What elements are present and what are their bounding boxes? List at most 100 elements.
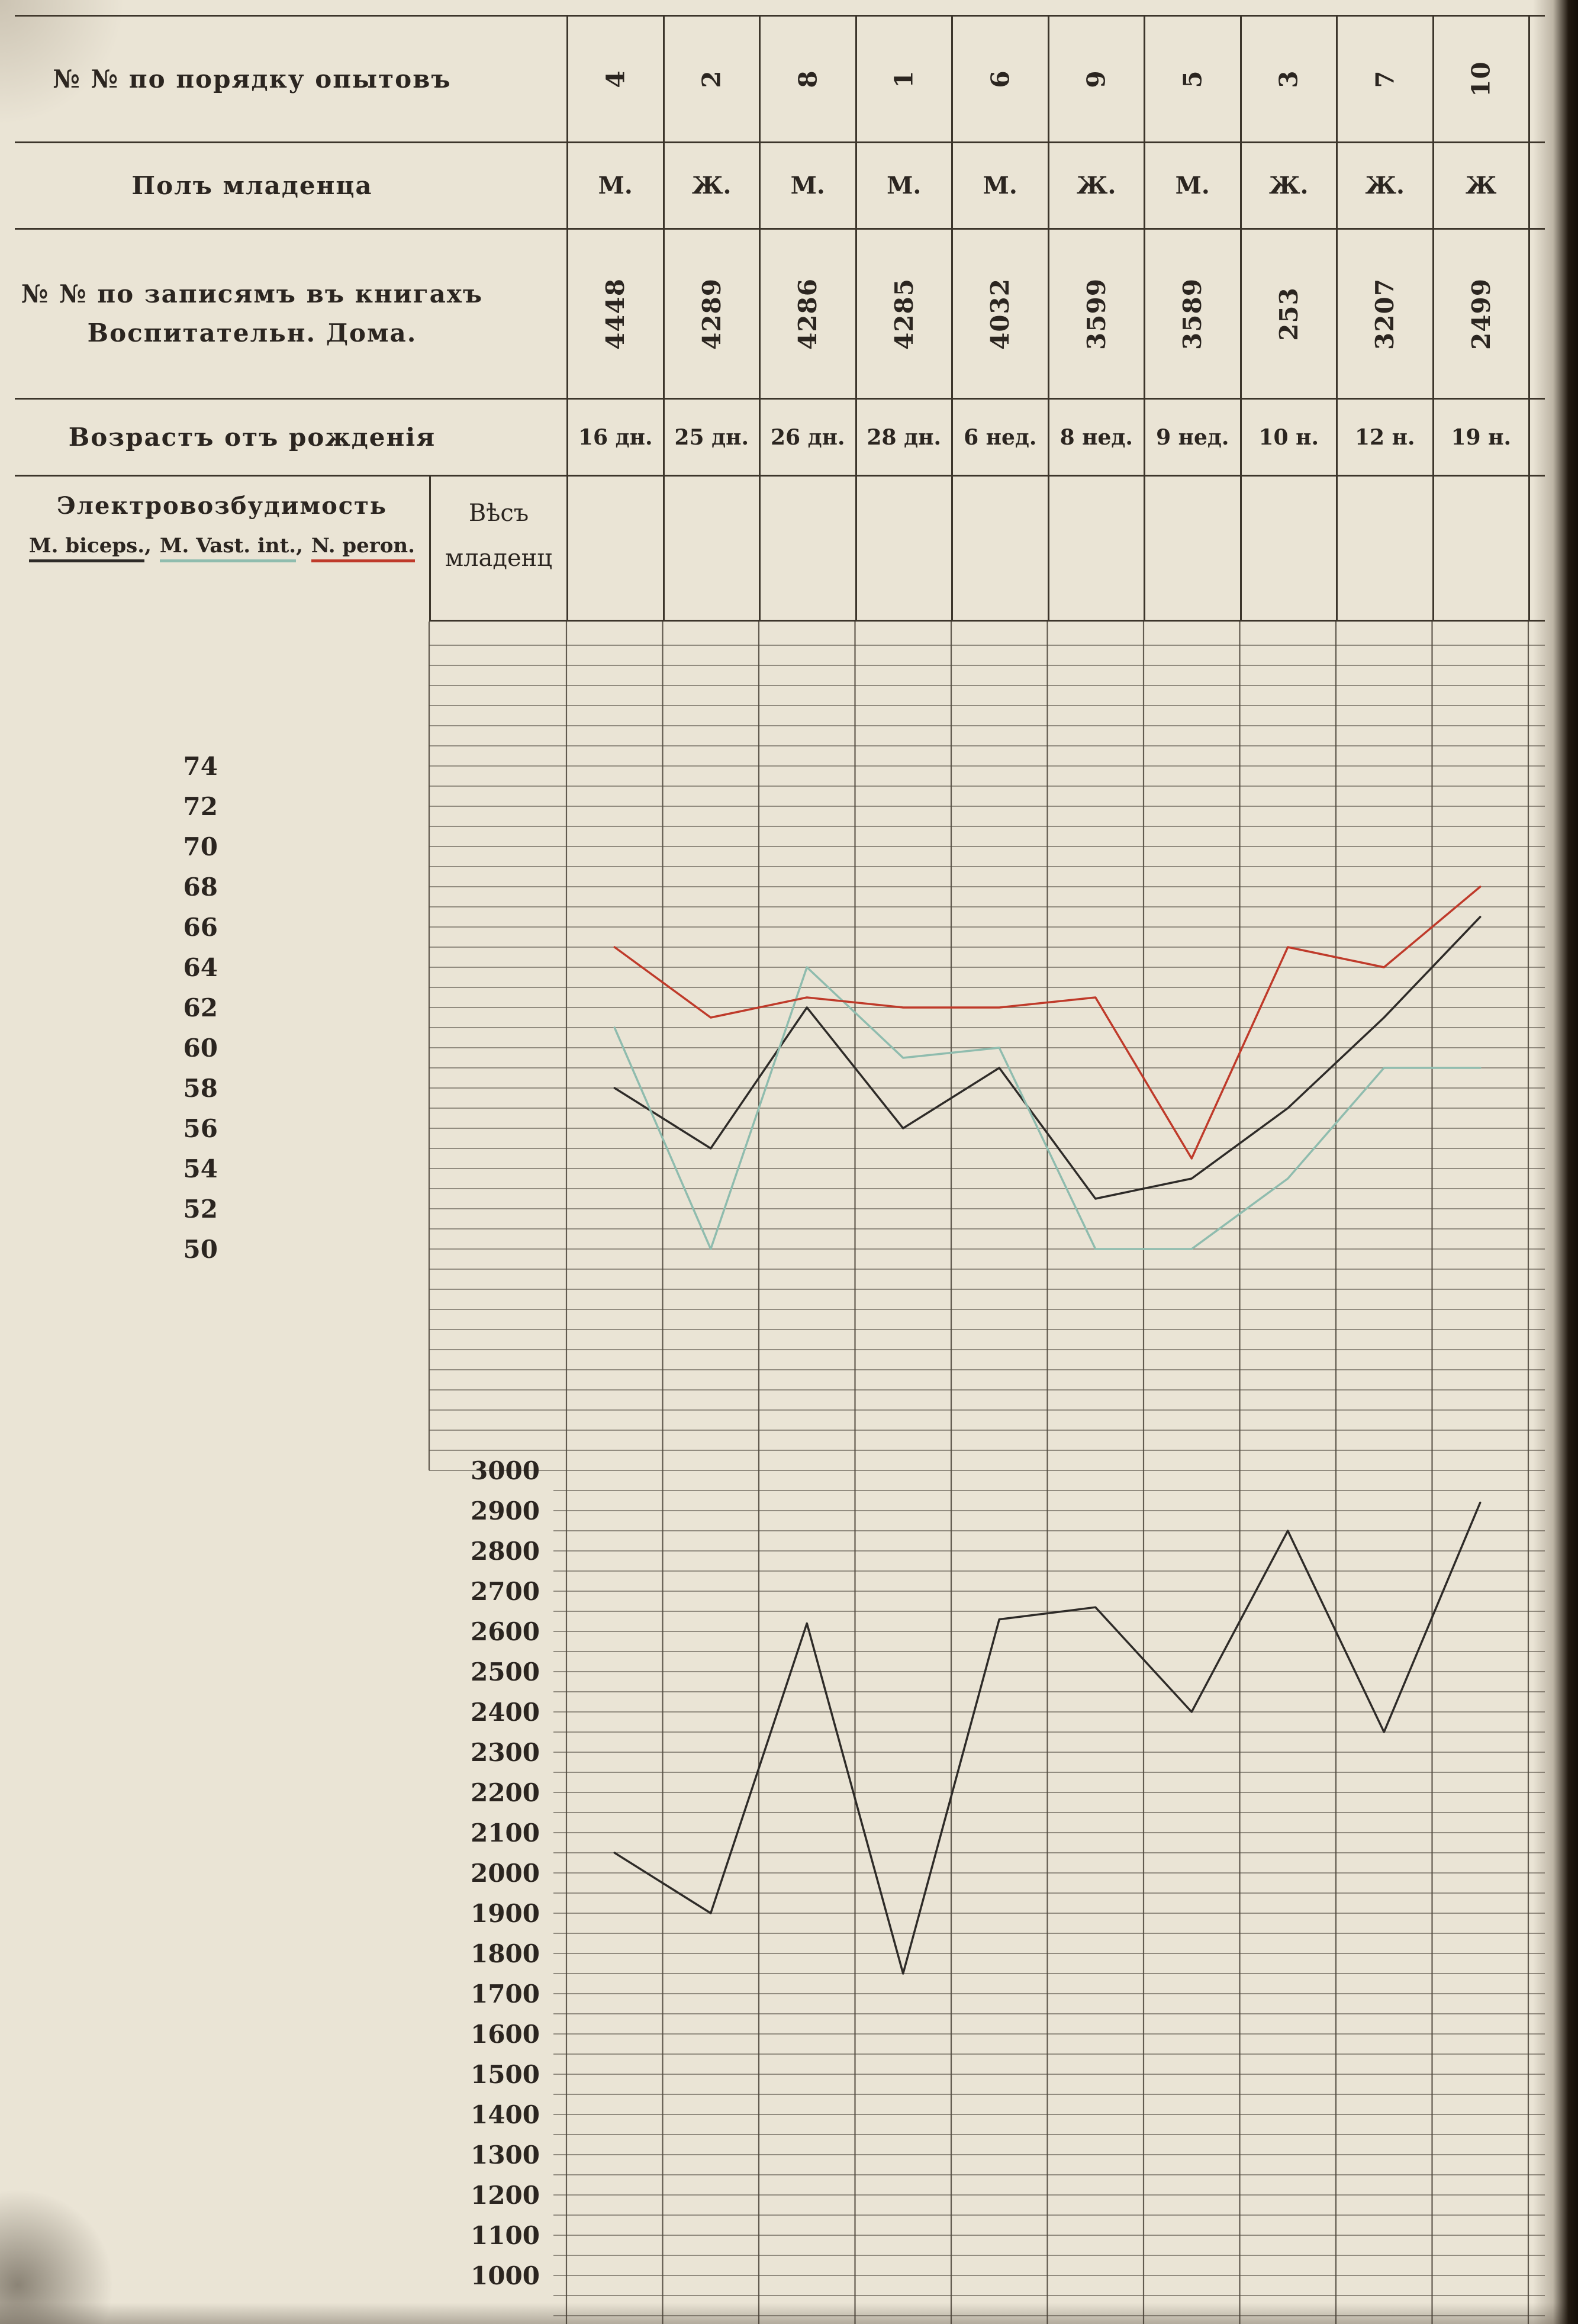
table-row-legend: Электровозбудимость M. biceps., M. Vast.… (15, 477, 1545, 622)
legend-cell: Электровозбудимость M. biceps., M. Vast.… (15, 477, 429, 622)
axis-tick-label: 72 (183, 792, 218, 821)
axis-tick-label: 2300 (471, 1738, 540, 1767)
axis-tick-label: 66 (183, 913, 218, 942)
table-cell: 10 (1432, 17, 1529, 141)
axis-tick-label: 68 (183, 873, 218, 902)
table-row-sex: Полъ младенца М. Ж. М. М. М. Ж. М. Ж. Ж. Ж (15, 143, 1545, 230)
axis-tick-label: 54 (183, 1154, 218, 1183)
table-margin-cell (1528, 400, 1545, 475)
axis-tick-label: 58 (183, 1074, 218, 1103)
axis-tick-label: 2100 (471, 1818, 540, 1847)
axis-tick-label: 74 (183, 752, 218, 781)
axis-tick-label: 2200 (471, 1778, 540, 1807)
weight-header-line1: Вѣсъ (468, 500, 529, 527)
table-margin-cell (1528, 17, 1545, 141)
table-cell: 26 дн. (759, 400, 855, 475)
row-label-sex: Полъ младенца (131, 171, 373, 200)
table-cell: 8 (759, 17, 855, 141)
axis-tick-label: 60 (183, 1034, 218, 1063)
axis-tick-label: 2800 (471, 1537, 540, 1566)
axis-tick-label: 56 (183, 1114, 218, 1143)
table-cell: 25 дн. (662, 400, 759, 475)
table-cell: Ж (1432, 143, 1529, 228)
axis-tick-label: 1900 (471, 1899, 540, 1928)
data-table: № № по порядку опытовъ 4 2 8 1 6 9 5 3 7 10 Полъ … (15, 15, 1545, 622)
table-cell: 4285 (855, 230, 952, 398)
table-cell: М. (566, 143, 663, 228)
legend-items: M. biceps., M. Vast. int., N. peron. (29, 534, 415, 562)
table-cell: Ж. (1336, 143, 1432, 228)
table-cell: 12 н. (1336, 400, 1432, 475)
axis-tick-label: 1700 (471, 1979, 540, 2008)
table-cell: 9 (1047, 17, 1144, 141)
legend-title: Электровозбудимость (56, 492, 388, 520)
table-cell: 4032 (951, 230, 1048, 398)
table-cell: 4 (566, 17, 663, 141)
axis-tick-label: 1200 (471, 2181, 540, 2210)
legend-separator: , (144, 534, 160, 558)
table-cell: Ж. (1239, 143, 1337, 228)
axis-tick-label: 1500 (471, 2060, 540, 2089)
axis-tick-label: 1300 (471, 2140, 540, 2170)
table-cell (662, 477, 759, 622)
table-cell: 2499 (1432, 230, 1529, 398)
axis-tick-label: 2600 (471, 1617, 540, 1646)
axis-tick-label: 70 (183, 832, 218, 861)
table-cell (759, 477, 855, 622)
table-cell: 4286 (759, 230, 855, 398)
table-cell: 4289 (662, 230, 759, 398)
weight-header-cell: Вѣсъ младенц (429, 477, 566, 622)
axis-tick-label: 50 (183, 1235, 218, 1264)
axis-tick-label: 1100 (471, 2221, 540, 2250)
axis-tick-label: 2500 (471, 1657, 540, 1686)
table-cell: Ж. (662, 143, 759, 228)
row-label-record-number: № № по записямъ въ книгахъ Воспитательн.… (15, 230, 566, 398)
table-cell: Ж. (1047, 143, 1144, 228)
table-cell: 253 (1239, 230, 1337, 398)
legend-item: N. peron. (311, 534, 415, 562)
table-cell: 3 (1239, 17, 1337, 141)
row-label-experiment-order: № № по порядку опытовъ (53, 65, 452, 94)
table-cell: 6 (951, 17, 1048, 141)
table-cell: 7 (1336, 17, 1432, 141)
table-cell: 19 н. (1432, 400, 1529, 475)
axis-tick-label: 2700 (471, 1577, 540, 1606)
table-margin-cell (1528, 143, 1545, 228)
table-row-record-number: № № по записямъ въ книгахъ Воспитательн.… (15, 230, 1545, 400)
table-cell: М. (759, 143, 855, 228)
table-cell: 2 (662, 17, 759, 141)
table-cell (1432, 477, 1528, 622)
axis-tick-label: 52 (183, 1195, 218, 1224)
table-margin-cell (1528, 477, 1545, 622)
axis-tick-label: 1000 (471, 2261, 540, 2290)
legend-item: M. biceps. (29, 534, 145, 562)
axis-tick-label: 2400 (471, 1698, 540, 1727)
axis-tick-label: 1800 (471, 1939, 540, 1968)
axis-tick-label: 1400 (471, 2100, 540, 2129)
table-cell: 16 дн. (566, 400, 663, 475)
table-row-age: Возрастъ отъ рожденія 16 дн. 25 дн. 26 дн.… (15, 400, 1545, 477)
table-cell: М. (1144, 143, 1240, 228)
table-cell (855, 477, 951, 622)
table-cell: 3589 (1144, 230, 1240, 398)
axis-tick-label: 2900 (471, 1496, 540, 1525)
table-cell: 5 (1144, 17, 1240, 141)
table-cell: 1 (855, 17, 952, 141)
legend-separator: , (296, 534, 311, 558)
axis-tick-label: 3000 (471, 1456, 540, 1485)
axis-tick-label: 62 (183, 993, 218, 1022)
weight-header-line2: младенц (445, 545, 553, 572)
table-cell (1239, 477, 1336, 622)
table-margin-cell (1528, 230, 1545, 398)
axis-tick-label: 1600 (471, 2020, 540, 2049)
table-cell: М. (951, 143, 1048, 228)
table-cell (1336, 477, 1432, 622)
table-cell: 3599 (1047, 230, 1144, 398)
table-cell (1144, 477, 1240, 622)
table-cell: 6 нед. (951, 400, 1048, 475)
table-cell: М. (855, 143, 952, 228)
record-number-label-line2: Воспитательн. Дома. (87, 318, 417, 347)
table-cell: 28 дн. (855, 400, 952, 475)
record-number-label-line1: № № по записямъ въ книгахъ (21, 279, 484, 308)
